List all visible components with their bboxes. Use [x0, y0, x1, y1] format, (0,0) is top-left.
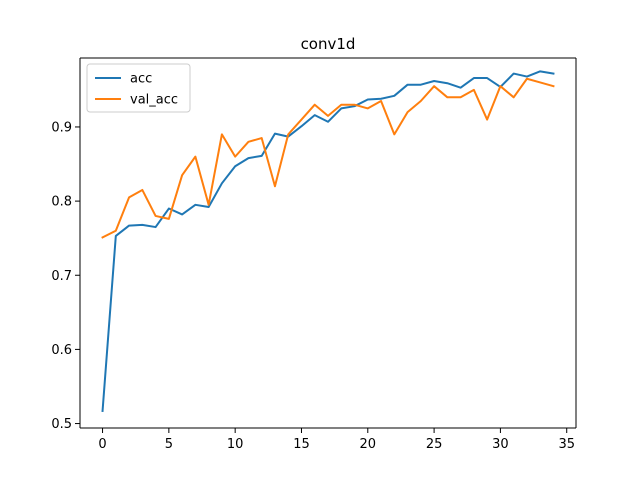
- plot-area: [80, 58, 576, 428]
- x-tick-label: 25: [426, 437, 443, 452]
- series-layer: [101, 70, 555, 413]
- axes-frame: [79, 57, 577, 429]
- y-tick-label: 0.6: [51, 343, 72, 358]
- y-tick-label: 0.7: [51, 269, 72, 284]
- x-tick-label: 20: [360, 437, 377, 452]
- legend: acc val_acc: [86, 63, 191, 113]
- x-tick-label: 35: [558, 437, 575, 452]
- x-tick-label: 30: [492, 437, 509, 452]
- y-axis: 0.5 0.6 0.7 0.8 0.9: [51, 120, 80, 432]
- y-tick-label: 0.5: [51, 417, 72, 432]
- series-line-acc: [101, 70, 555, 413]
- legend-label-acc: acc: [130, 72, 152, 87]
- x-tick-label: 15: [293, 437, 310, 452]
- legend-label-val-acc: val_acc: [130, 93, 178, 108]
- series-line-val-acc: [101, 77, 555, 239]
- x-tick-label: 0: [98, 437, 106, 452]
- x-tick-label: 5: [165, 437, 173, 452]
- plot-background: [80, 58, 576, 428]
- y-tick-label: 0.9: [51, 120, 72, 135]
- chart-title: conv1d: [301, 35, 356, 53]
- x-tick-label: 10: [227, 437, 244, 452]
- y-tick-label: 0.8: [51, 195, 72, 210]
- x-axis: 0 5 10 15 20 25 30 35: [98, 428, 575, 452]
